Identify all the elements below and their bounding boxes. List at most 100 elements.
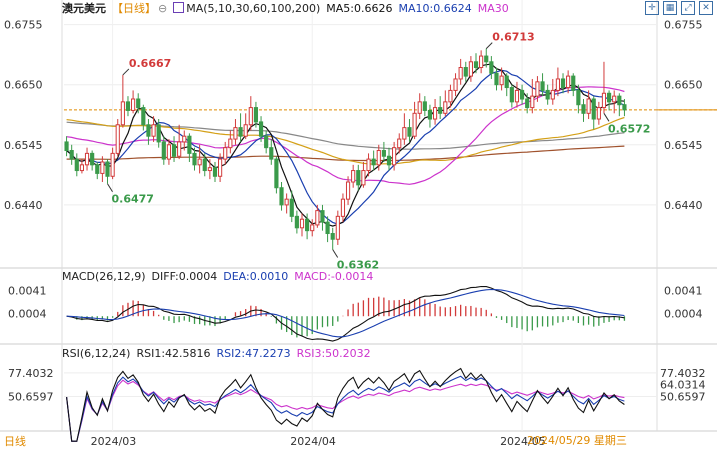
candle-body [586,98,591,114]
candle-body [376,150,381,166]
rsi-title: RSI(6,12,24) [62,347,131,360]
candle-body [581,104,586,114]
candle-body [371,158,376,166]
candle-body [345,181,351,200]
candle-body [156,124,161,143]
candle-body [473,61,479,69]
candle-body [218,158,223,177]
candle-body [427,109,433,120]
macd-tick-label-right: 0.0041 [664,285,703,298]
candle-body [484,55,489,63]
candle-body [238,127,243,137]
macd-panel [66,285,626,342]
candle-body [248,107,253,126]
candle-body [330,233,335,240]
candle-body [69,150,74,160]
candle-body [131,98,136,111]
candle-body [545,89,550,100]
candle-body [550,89,555,100]
candle-body [274,158,279,189]
candle-body [289,198,294,217]
macd-tick-label-left: 0.0041 [8,285,47,298]
candle-body [432,107,438,120]
candle-body [519,89,525,100]
rsi-header: RSI(6,12,24) RSI1:42.5816 RSI2:47.2273 RSI3… [62,347,377,361]
expand-icon[interactable]: ⤢ [681,1,695,15]
period-tag[interactable]: 【日线】 [112,2,156,15]
candle-body [233,127,238,140]
candle-body [120,101,125,126]
price-tick-label-right: 0.6650 [664,79,703,92]
candle-body [202,158,207,172]
macd-tick-label-left: 0.0004 [8,308,47,321]
macd-dea: DEA:0.0010 [223,270,289,283]
candle-body [566,75,571,89]
ma200-line [66,145,625,162]
rsi-tick-label-right: 50.6597 [660,391,706,404]
annotation-leader [485,42,493,49]
candle-body [438,107,443,114]
candle-body [479,55,484,69]
candle-body [356,170,361,186]
rsi-tick-label-right: 64.0314 [660,379,706,392]
macd-diff-line [66,285,625,342]
ma-params: MA(5,10,30,60,100,200) [186,2,321,15]
candle-body [499,75,504,86]
rsi1-value: RSI1:42.5816 [136,347,211,360]
candle-body [397,138,402,149]
ma30-value: MA30 [477,2,509,15]
close-icon[interactable]: ✕ [699,1,713,15]
annotation-leader [107,183,113,192]
candle-body [177,141,182,157]
candle-body [417,101,422,114]
grid-icon[interactable]: ▦ [663,1,677,15]
macd-tick-label-right: 0.0004 [664,308,703,321]
candle-body [596,107,601,120]
candle-body [555,78,560,91]
footer-date: 2024/05/29 星期三 [527,434,627,447]
candle-body [228,138,233,149]
candle-body [105,161,110,177]
macd-title: MACD(26,12,9) [62,270,146,283]
crosshair-icon[interactable]: ✛ [645,1,659,15]
indicator-toggle-icon[interactable] [173,2,185,13]
candle-body [90,152,95,166]
candle-body [463,67,468,77]
macd-diff: DIFF:0.0004 [151,270,218,283]
month-label: 2024/04 [290,435,336,448]
price-annotations: 0.6667 0.6477 0.6362 0.6713 0.6572 [107,31,650,272]
candle-body [366,158,371,172]
candle-body [95,164,100,174]
candle-body [110,152,115,177]
candle-body [79,164,85,172]
annotation-leader [122,68,130,76]
candle-body [504,75,509,89]
candle-body [299,218,305,229]
candle-body [351,170,356,183]
candle-body [151,124,156,137]
price-tick-label-right: 0.6545 [664,139,703,152]
candle-body [294,215,299,229]
ma5-value: MA5:0.6626 [326,2,393,15]
price-tick-label-left: 0.6440 [4,199,43,212]
candle-body [489,61,494,74]
candle-body [320,210,325,223]
ma10-line [66,69,625,225]
price-tick-label-left: 0.6650 [4,79,43,92]
price-tick-label-left: 0.6755 [4,19,43,32]
settings-icon[interactable]: ⊖ [158,2,168,15]
candle-body [443,101,448,114]
candle-body [182,135,187,143]
price-tick-label-right: 0.6755 [664,19,703,32]
candle-body [453,78,458,91]
candle-body [284,198,289,206]
axis-labels: 0.6755 0.6755 0.6650 0.6650 0.6545 0.6545 0.64… [4,19,706,448]
candle-body [448,89,453,103]
rsi1-line [66,367,625,442]
candle-body [494,72,499,86]
chart-toolbar: ✛ ▦ ⤢ ✕ [645,1,713,15]
footer-period[interactable]: 日线 [4,435,26,448]
candle-body [258,121,264,137]
candle-body [381,150,386,157]
price-tick-label-left: 0.6545 [4,139,43,152]
